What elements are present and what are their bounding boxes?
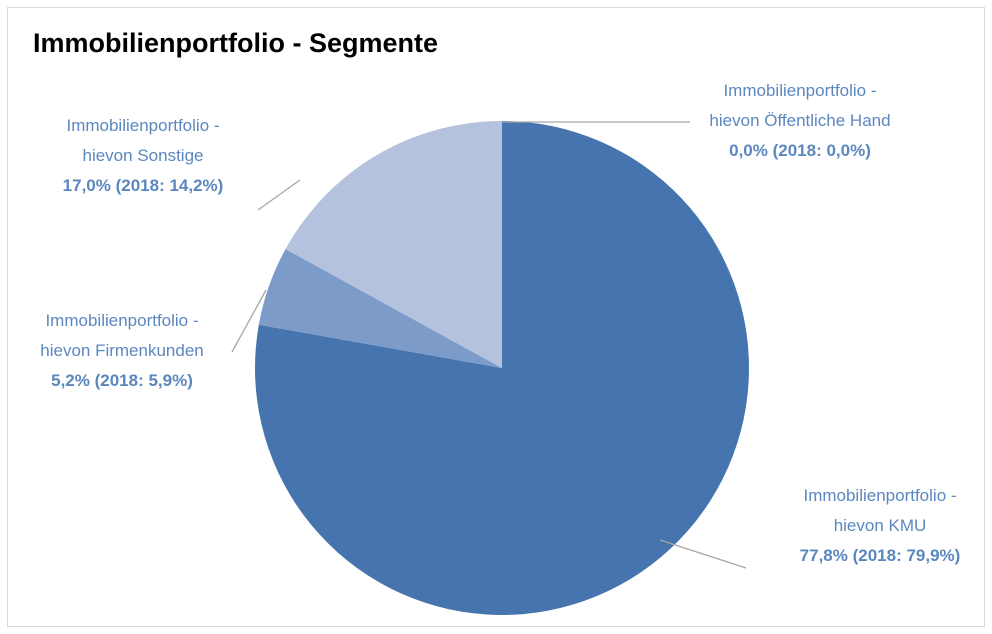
leader-lines xyxy=(231,121,747,569)
category-label: Immobilienportfolio - hievon Öffentliche… xyxy=(709,81,891,130)
leader-line xyxy=(231,289,267,353)
data-label: Immobilienportfolio - hievon Firmenkunde… xyxy=(40,306,203,396)
data-label: Immobilienportfolio - hievon Öffentliche… xyxy=(709,76,890,166)
data-label: Immobilienportfolio - hievon KMU 77,8% (2… xyxy=(800,481,961,571)
value-label: 17,0% (2018: 14,2%) xyxy=(62,176,224,195)
category-label: Immobilienportfolio - hievon Sonstige xyxy=(66,116,220,165)
value-label: 77,8% (2018: 79,9%) xyxy=(799,546,961,565)
leader-line xyxy=(659,539,747,569)
pie-slice xyxy=(258,249,502,368)
category-label: Immobilienportfolio - hievon Firmenkunde… xyxy=(40,311,204,360)
data-label: Immobilienportfolio - hievon Sonstige 17,… xyxy=(63,111,224,201)
value-label: 5,2% (2018: 5,9%) xyxy=(51,371,193,390)
pie-slice xyxy=(285,121,502,368)
pie-slice xyxy=(255,121,750,615)
category-label: Immobilienportfolio - hievon KMU xyxy=(803,486,957,535)
value-label: 0,0% (2018: 0,0%) xyxy=(729,141,871,160)
leader-line xyxy=(257,179,301,211)
chart-border xyxy=(7,7,985,627)
chart-title: Immobilienportfolio - Segmente xyxy=(33,28,439,58)
